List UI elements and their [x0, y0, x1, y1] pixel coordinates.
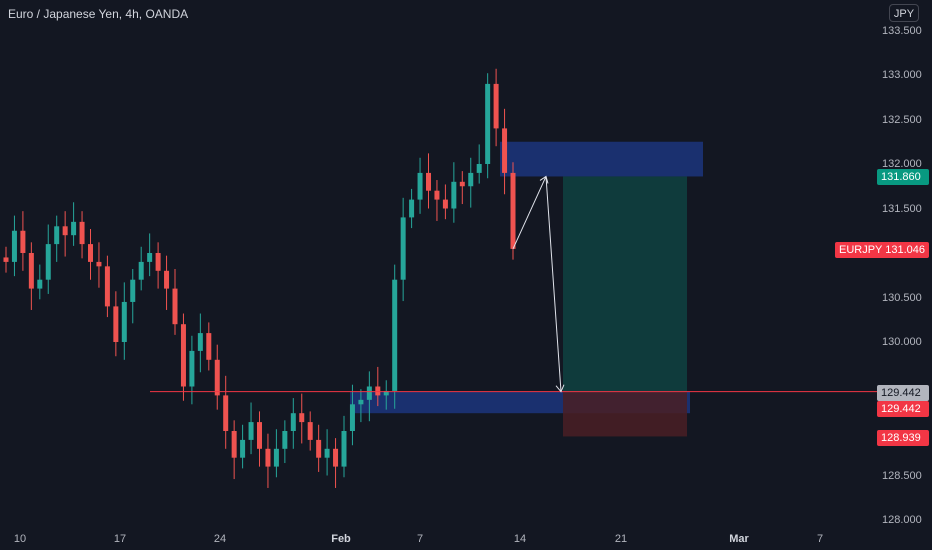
time-tick: 24: [213, 533, 227, 545]
candle: [282, 420, 288, 464]
time-tick: 10: [13, 533, 27, 545]
candle: [451, 162, 457, 223]
zones-layer: [350, 141, 703, 437]
candle: [459, 171, 465, 205]
candle: [172, 269, 178, 335]
candle: [206, 322, 212, 371]
candle: [20, 211, 26, 271]
candle: [130, 269, 136, 324]
price-tick: 131.500: [882, 202, 922, 215]
candle: [442, 184, 448, 220]
candle: [71, 202, 77, 246]
candle: [3, 246, 9, 273]
candle: [409, 188, 415, 229]
line-price-tag: 129.442: [877, 401, 929, 417]
price-tick: 132.500: [882, 113, 922, 126]
candle: [248, 402, 254, 455]
candle: [493, 68, 499, 147]
price-tick: 132.000: [882, 158, 922, 170]
time-tick: 17: [113, 533, 127, 545]
candle: [510, 162, 516, 260]
candle: [11, 215, 17, 277]
current-price-value: 131.046: [885, 244, 925, 256]
time-tick: Mar: [729, 533, 749, 545]
candle: [366, 371, 372, 422]
price-tick: 130.000: [882, 336, 922, 348]
candle: [426, 153, 431, 209]
candle: [290, 398, 296, 449]
candle: [189, 335, 195, 405]
candle: [197, 313, 203, 373]
target-price-tag: 131.860: [877, 169, 929, 185]
candle: [392, 264, 398, 409]
candle: [341, 415, 347, 478]
candle: [417, 157, 423, 214]
price-tick: 130.500: [882, 291, 922, 304]
candle: [307, 411, 313, 451]
price-tick: 128.000: [882, 514, 922, 526]
candle: [240, 424, 246, 469]
candle: [299, 393, 305, 444]
current-price-tag: EURJPY 131.046: [835, 242, 929, 258]
time-tick: 14: [513, 533, 527, 545]
candle: [164, 255, 170, 310]
candle: [155, 242, 161, 289]
candle: [257, 411, 262, 467]
candle: [485, 73, 491, 179]
candle: [28, 242, 34, 310]
candle: [265, 433, 271, 488]
candle: [96, 242, 102, 288]
candle: [180, 313, 186, 401]
candle: [349, 384, 355, 446]
candle: [45, 224, 51, 294]
arrowhead-icon: [539, 175, 549, 184]
price-tick: 128.500: [882, 469, 922, 482]
loss-zone: [563, 391, 687, 437]
candle: [54, 215, 60, 262]
candle: [79, 211, 85, 259]
candle: [468, 157, 474, 208]
currency-button[interactable]: JPY: [889, 4, 919, 22]
candle: [375, 366, 381, 407]
candles-layer: [3, 68, 516, 488]
candle: [113, 291, 119, 357]
candle: [104, 255, 110, 318]
time-tick: 7: [416, 533, 424, 545]
candle: [223, 375, 229, 449]
candle: [121, 282, 127, 360]
price-tick: 133.000: [882, 69, 922, 81]
candle: [400, 197, 406, 302]
overlay-layer: [150, 175, 877, 393]
candle: [502, 108, 508, 195]
time-tick: 7: [816, 533, 824, 545]
candle: [434, 180, 440, 221]
candle: [147, 233, 153, 277]
candle: [37, 264, 43, 300]
arrowhead-icon: [555, 384, 565, 393]
candle: [62, 211, 68, 257]
candle: [476, 144, 482, 184]
profit-zone: [563, 176, 687, 392]
candle: [88, 228, 93, 280]
candle: [138, 246, 144, 291]
candle: [333, 438, 339, 488]
candle: [214, 344, 220, 410]
candle: [273, 429, 279, 478]
time-tick: Feb: [331, 533, 351, 545]
projection-path[interactable]: [512, 176, 562, 392]
candle: [231, 420, 237, 480]
symbol-label: EURJPY: [839, 244, 883, 256]
entry-price-tag: 129.442: [877, 385, 929, 401]
price-tick: 133.500: [882, 24, 922, 37]
candle: [324, 429, 330, 476]
symbol-title[interactable]: Euro / Japanese Yen, 4h, OANDA: [8, 7, 189, 21]
candle: [358, 389, 364, 423]
time-tick: 21: [614, 533, 628, 545]
supply-zone: [500, 141, 703, 177]
candle: [383, 380, 389, 410]
stop-price-tag: 128.939: [877, 430, 929, 446]
candle: [316, 424, 322, 472]
